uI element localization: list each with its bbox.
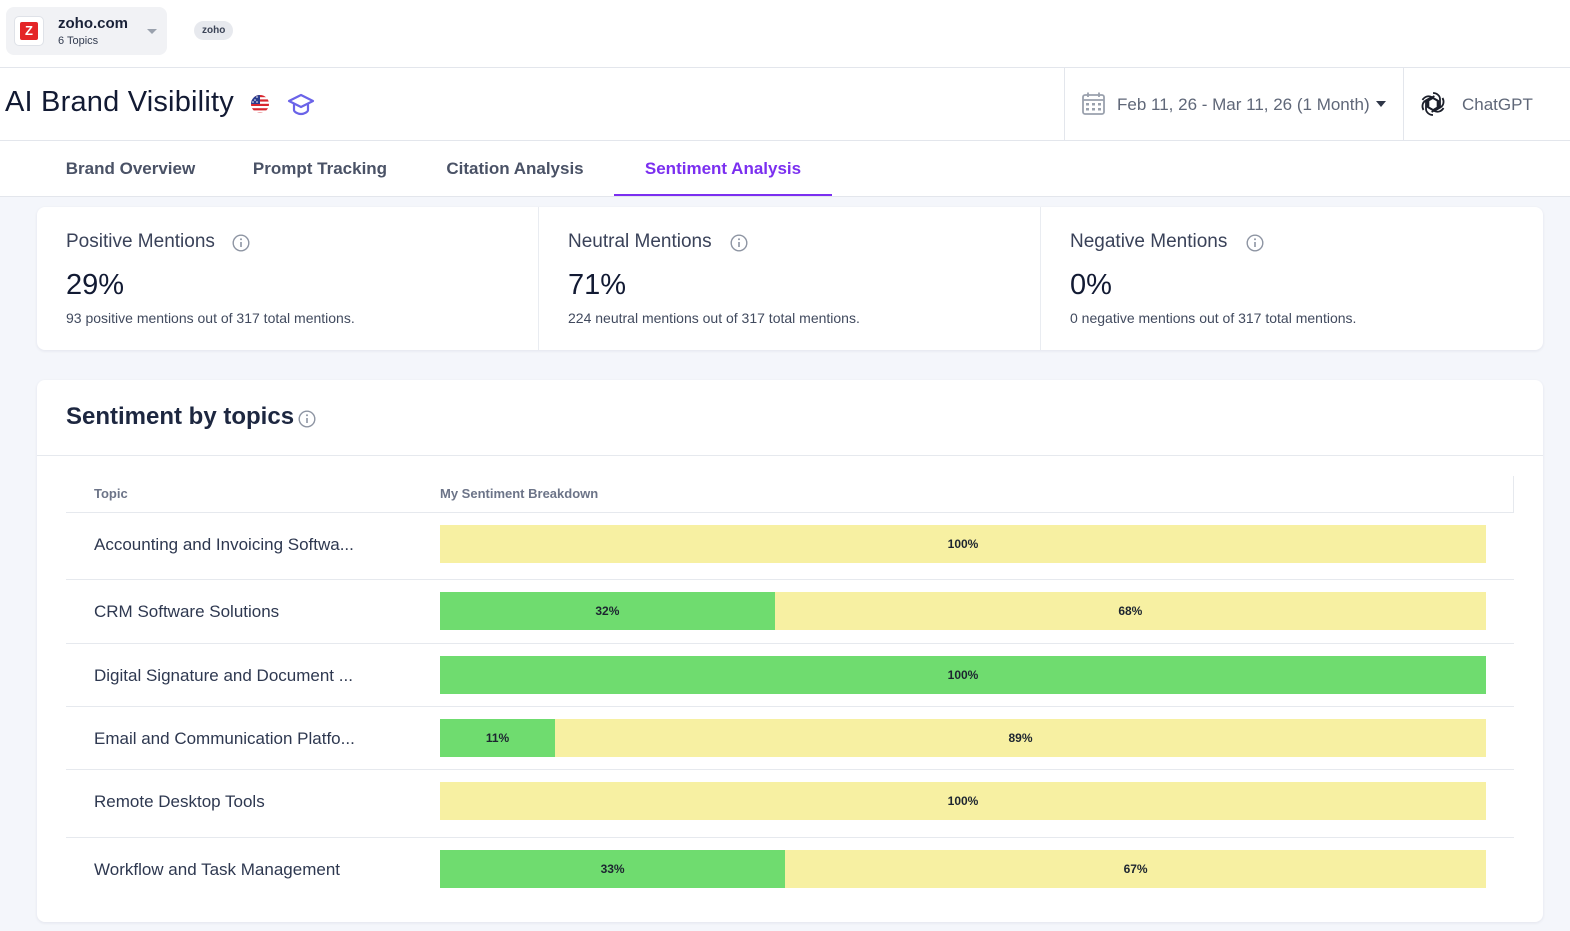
us-flag-icon bbox=[251, 95, 269, 113]
zoho-logo: Z bbox=[14, 16, 44, 46]
topic-name: Remote Desktop Tools bbox=[94, 792, 265, 811]
stat-description: 93 positive mentions out of 317 total me… bbox=[66, 310, 355, 326]
table-row[interactable]: Accounting and Invoicing Softwa... 100% bbox=[66, 513, 1514, 580]
date-range-picker[interactable]: Feb 11, 26 - Mar 11, 26 (1 Month) bbox=[1064, 68, 1404, 140]
stat-value: 71% bbox=[568, 269, 627, 301]
stat-value: 29% bbox=[66, 269, 125, 301]
chevron-down-icon bbox=[1376, 101, 1386, 107]
project-topics-count: 6 Topics bbox=[58, 35, 99, 47]
info-icon[interactable] bbox=[1246, 234, 1264, 252]
model-name: ChatGPT bbox=[1462, 95, 1533, 114]
column-header-breakdown: My Sentiment Breakdown bbox=[440, 486, 599, 501]
stat-description: 0 negative mentions out of 317 total men… bbox=[1070, 310, 1357, 326]
tab-prompt-tracking[interactable]: Prompt Tracking bbox=[252, 159, 388, 178]
table-header-divider bbox=[66, 512, 1514, 513]
tab-sentiment-analysis[interactable]: Sentiment Analysis bbox=[614, 141, 832, 196]
positive-segment[interactable]: 33% bbox=[440, 850, 786, 888]
positive-mentions-card: Positive Mentions 29% 93 positive mentio… bbox=[37, 207, 538, 350]
sentiment-bar[interactable]: 11% 89% bbox=[440, 719, 1486, 757]
stat-title: Negative Mentions bbox=[1070, 231, 1228, 252]
project-name: zoho.com bbox=[58, 15, 128, 32]
stat-title: Positive Mentions bbox=[66, 231, 215, 252]
neutral-mentions-card: Neutral Mentions 71% 224 neutral mention… bbox=[538, 207, 1040, 350]
column-header-topic: Topic bbox=[94, 486, 128, 501]
chevron-down-icon bbox=[147, 29, 157, 34]
table-row[interactable]: Remote Desktop Tools 100% bbox=[66, 770, 1514, 838]
sentiment-bar[interactable]: 32% 68% bbox=[440, 592, 1486, 630]
brand-tag[interactable]: zoho bbox=[194, 21, 234, 40]
chatgpt-icon bbox=[1421, 92, 1445, 116]
model-selector[interactable]: ChatGPT bbox=[1404, 68, 1570, 140]
table-row[interactable]: Workflow and Task Management 33% 67% bbox=[66, 838, 1514, 922]
table-row[interactable]: CRM Software Solutions 32% 68% bbox=[66, 580, 1514, 644]
table-row[interactable]: Email and Communication Platfo... 11% 89% bbox=[66, 707, 1514, 770]
negative-mentions-card: Negative Mentions 0% 0 negative mentions… bbox=[1040, 207, 1543, 350]
positive-segment[interactable]: 100% bbox=[440, 656, 1486, 694]
sentiment-summary-cards: Positive Mentions 29% 93 positive mentio… bbox=[37, 207, 1543, 350]
stat-value: 0% bbox=[1070, 269, 1112, 301]
info-icon[interactable] bbox=[232, 234, 250, 252]
topics-card-header: Sentiment by topics bbox=[37, 380, 1543, 456]
graduation-cap-icon[interactable] bbox=[287, 90, 315, 118]
date-range-value: Feb 11, 26 - Mar 11, 26 (1 Month) bbox=[1117, 95, 1370, 114]
sentiment-bar[interactable]: 100% bbox=[440, 782, 1486, 820]
topic-name: Accounting and Invoicing Softwa... bbox=[94, 535, 354, 554]
tab-brand-overview[interactable]: Brand Overview bbox=[65, 159, 196, 178]
sentiment-bar[interactable]: 100% bbox=[440, 656, 1486, 694]
tab-citation-analysis[interactable]: Citation Analysis bbox=[446, 159, 584, 178]
tab-bar: Brand Overview Prompt Tracking Citation … bbox=[0, 141, 1570, 197]
neutral-segment[interactable]: 67% bbox=[785, 850, 1486, 888]
sentiment-bar[interactable]: 33% 67% bbox=[440, 850, 1486, 888]
topic-name: Email and Communication Platfo... bbox=[94, 729, 355, 748]
neutral-segment[interactable]: 100% bbox=[440, 525, 1486, 563]
stat-description: 224 neutral mentions out of 317 total me… bbox=[568, 310, 860, 326]
neutral-segment[interactable]: 100% bbox=[440, 782, 1486, 820]
sentiment-bar[interactable]: 100% bbox=[440, 525, 1486, 563]
table-row[interactable]: Digital Signature and Document ... 100% bbox=[66, 644, 1514, 707]
neutral-segment[interactable]: 68% bbox=[774, 592, 1486, 630]
section-title: Sentiment by topics bbox=[66, 403, 295, 430]
sentiment-by-topics-card: Sentiment by topics Topic My Sentiment B… bbox=[37, 380, 1543, 922]
column-resize-divider bbox=[1513, 476, 1514, 512]
top-bar: Z zoho.com 6 Topics zoho bbox=[0, 0, 1570, 68]
info-icon[interactable] bbox=[730, 234, 748, 252]
topic-name: Workflow and Task Management bbox=[94, 860, 340, 879]
positive-segment[interactable]: 11% bbox=[440, 719, 556, 757]
page-title: AI Brand Visibility bbox=[5, 86, 234, 118]
calendar-icon bbox=[1082, 92, 1105, 115]
stat-title: Neutral Mentions bbox=[568, 231, 712, 252]
info-icon[interactable] bbox=[298, 410, 316, 428]
topic-name: Digital Signature and Document ... bbox=[94, 666, 353, 685]
neutral-segment[interactable]: 89% bbox=[555, 719, 1486, 757]
page-header: AI Brand Visibility bbox=[0, 68, 1570, 141]
zoho-logo-mark: Z bbox=[20, 22, 38, 40]
positive-segment[interactable]: 32% bbox=[440, 592, 775, 630]
project-selector[interactable]: Z zoho.com 6 Topics bbox=[6, 7, 167, 55]
topic-name: CRM Software Solutions bbox=[94, 602, 280, 621]
